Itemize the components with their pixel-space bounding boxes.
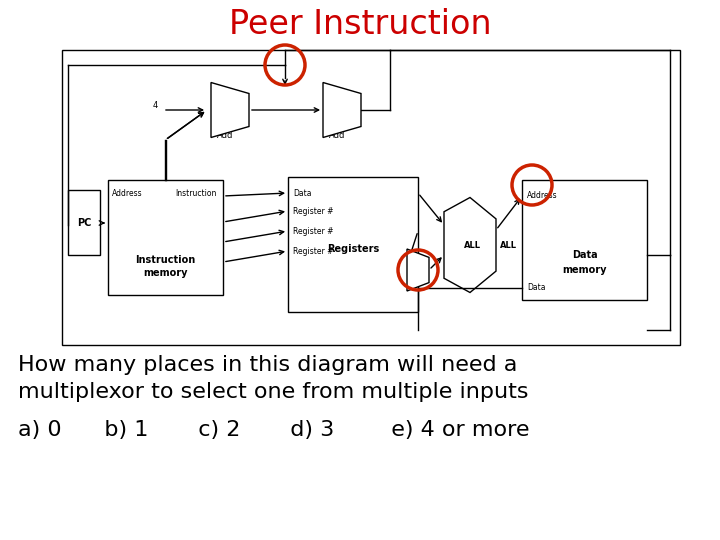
Text: ALL: ALL xyxy=(464,240,480,249)
Text: Instruction: Instruction xyxy=(135,255,196,265)
Polygon shape xyxy=(407,249,429,291)
Text: Data: Data xyxy=(527,284,546,293)
Text: Register #: Register # xyxy=(293,206,333,215)
Bar xyxy=(522,180,647,300)
Text: Peer Instruction: Peer Instruction xyxy=(229,9,491,42)
Bar xyxy=(62,50,680,345)
Text: multiplexor to select one from multiple inputs: multiplexor to select one from multiple … xyxy=(18,382,528,402)
Polygon shape xyxy=(323,83,361,138)
Polygon shape xyxy=(211,83,249,138)
Text: a) 0      b) 1       c) 2       d) 3        e) 4 or more: a) 0 b) 1 c) 2 d) 3 e) 4 or more xyxy=(18,420,529,440)
Text: Address: Address xyxy=(527,192,557,200)
Text: PC: PC xyxy=(77,218,91,227)
Bar xyxy=(108,180,223,295)
Polygon shape xyxy=(444,198,496,293)
Text: Address: Address xyxy=(112,190,143,199)
Text: Register #: Register # xyxy=(293,226,333,235)
Text: memory: memory xyxy=(562,265,607,275)
Text: Registers: Registers xyxy=(327,245,379,254)
Text: Register #: Register # xyxy=(293,246,333,255)
Text: 4: 4 xyxy=(153,100,158,110)
Text: Data: Data xyxy=(572,250,598,260)
Text: memory: memory xyxy=(143,268,188,278)
Text: Add: Add xyxy=(329,131,345,139)
Text: ALL: ALL xyxy=(500,240,517,249)
Bar xyxy=(288,177,418,312)
Text: Add: Add xyxy=(217,131,233,139)
Text: How many places in this diagram will need a: How many places in this diagram will nee… xyxy=(18,355,518,375)
Bar xyxy=(68,190,100,255)
Text: Data: Data xyxy=(293,188,312,198)
Text: Instruction: Instruction xyxy=(176,190,217,199)
